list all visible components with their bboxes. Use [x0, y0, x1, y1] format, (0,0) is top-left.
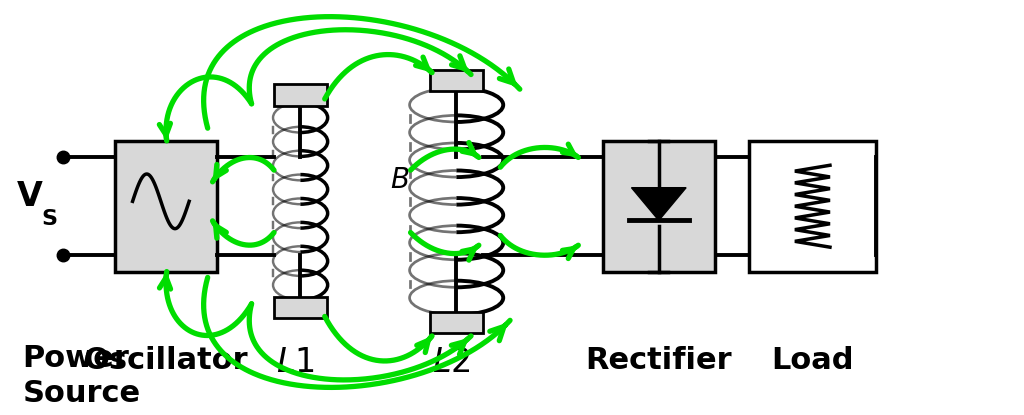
Bar [430, 70, 483, 91]
Bar [749, 141, 876, 271]
Text: V: V [16, 180, 42, 213]
Text: $\it{B}$: $\it{B}$ [390, 166, 410, 194]
Bar [115, 141, 217, 271]
Bar [273, 84, 327, 106]
Text: Load: Load [771, 346, 854, 375]
Text: Power: Power [23, 344, 129, 373]
Text: $\it{L2}$: $\it{L2}$ [432, 346, 471, 379]
Text: $\it{L1}$: $\it{L1}$ [276, 346, 314, 379]
Bar [603, 141, 715, 271]
Text: Oscillator: Oscillator [84, 346, 249, 375]
Bar [430, 312, 483, 333]
Polygon shape [632, 188, 686, 220]
Text: Source: Source [23, 379, 140, 408]
Text: Rectifier: Rectifier [586, 346, 732, 375]
Text: S: S [42, 209, 58, 229]
Bar [273, 297, 327, 318]
